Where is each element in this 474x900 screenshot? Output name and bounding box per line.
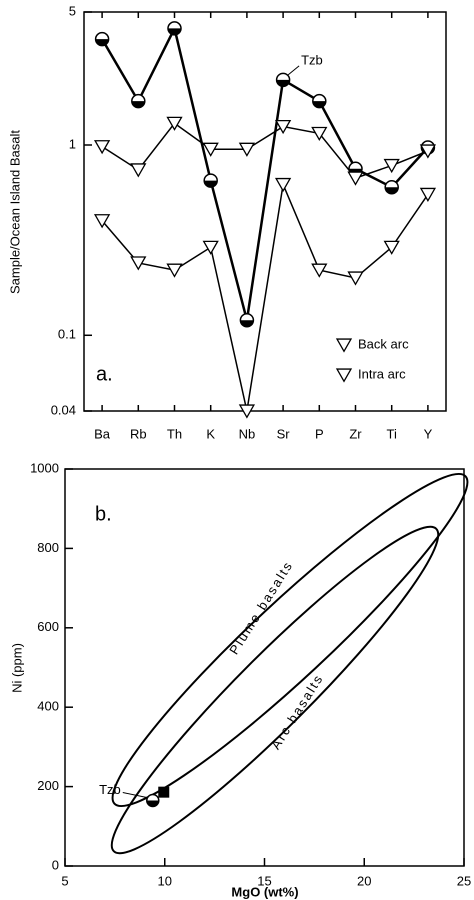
y-tick-label: 600 bbox=[37, 619, 59, 634]
y-tick-label: 1 bbox=[69, 136, 76, 151]
marker-fill bbox=[146, 800, 159, 807]
series-line bbox=[101, 24, 429, 321]
marker bbox=[347, 171, 364, 186]
legend-marker bbox=[335, 338, 353, 353]
panel-label: a. bbox=[96, 363, 113, 385]
marker bbox=[383, 240, 400, 255]
marker bbox=[130, 163, 147, 178]
frame-a bbox=[83, 11, 447, 412]
marker bbox=[238, 142, 256, 157]
marker bbox=[274, 177, 292, 193]
x-tick-label: K bbox=[206, 426, 215, 441]
y-tick-label: 800 bbox=[37, 540, 59, 555]
annotation-line bbox=[122, 792, 147, 798]
marker-fill bbox=[385, 187, 399, 194]
x-tick-label: Sr bbox=[277, 426, 291, 441]
marker bbox=[238, 404, 256, 419]
x-tick-label: Th bbox=[167, 426, 182, 441]
marker bbox=[202, 240, 219, 255]
marker bbox=[93, 140, 111, 155]
legend-label: Back arc bbox=[358, 336, 409, 351]
y-tick-label: 0.04 bbox=[51, 402, 76, 417]
marker bbox=[347, 271, 364, 286]
x-tick-label: 20 bbox=[357, 873, 371, 888]
x-tick-label: 10 bbox=[158, 873, 172, 888]
marker bbox=[383, 158, 400, 174]
annotation: Tzb bbox=[301, 52, 323, 67]
x-tick-label: Zr bbox=[349, 426, 362, 441]
marker bbox=[158, 786, 170, 798]
x-axis-label: MgO (wt%) bbox=[231, 884, 298, 899]
plume-field bbox=[111, 472, 469, 808]
marker bbox=[166, 116, 183, 131]
y-tick-label: 400 bbox=[37, 699, 59, 714]
x-tick-label: Nb bbox=[239, 426, 256, 441]
x-tick-label: Ba bbox=[94, 426, 111, 441]
legend-label: Intra arc bbox=[358, 366, 406, 381]
marker bbox=[274, 119, 292, 135]
marker bbox=[130, 256, 147, 271]
marker bbox=[202, 142, 219, 157]
marker-fill bbox=[95, 39, 109, 46]
marker-fill bbox=[204, 180, 218, 188]
arc-field bbox=[110, 525, 440, 855]
y-tick-label: 0 bbox=[52, 857, 59, 872]
marker-fill bbox=[168, 28, 181, 35]
marker bbox=[419, 187, 437, 203]
x-tick-label: Rb bbox=[130, 426, 147, 441]
marker-fill bbox=[131, 101, 145, 108]
y-tick-label: 1000 bbox=[30, 460, 59, 475]
field-label: Arc basalts bbox=[268, 671, 326, 752]
y-tick-label: 5 bbox=[69, 3, 76, 18]
marker bbox=[166, 263, 183, 278]
marker-fill bbox=[276, 79, 290, 87]
series-line bbox=[101, 122, 429, 179]
marker-fill bbox=[240, 320, 254, 327]
marker bbox=[419, 144, 437, 159]
x-tick-label: 25 bbox=[457, 873, 471, 888]
legend-marker bbox=[335, 368, 353, 383]
annotation-line bbox=[287, 65, 300, 76]
y-tick-label: 0.1 bbox=[58, 327, 76, 342]
marker bbox=[93, 214, 111, 229]
marker bbox=[311, 263, 328, 278]
field-label: Plume basalts bbox=[226, 558, 296, 657]
x-tick-label: 15 bbox=[257, 873, 271, 888]
x-tick-label: Y bbox=[424, 426, 433, 441]
y-tick-label: 200 bbox=[37, 778, 59, 793]
series-line bbox=[101, 181, 429, 412]
y-axis-label: Ni (ppm) bbox=[9, 643, 24, 693]
annotation: Tzb bbox=[99, 782, 121, 797]
x-tick-label: 5 bbox=[61, 873, 68, 888]
x-tick-label: P bbox=[315, 426, 324, 441]
panel-label: b. bbox=[95, 503, 112, 525]
x-tick-label: Ti bbox=[387, 426, 397, 441]
marker-fill bbox=[312, 101, 326, 108]
y-axis-label: Sample/Ocean Island Basalt bbox=[7, 130, 22, 294]
marker bbox=[311, 126, 328, 142]
